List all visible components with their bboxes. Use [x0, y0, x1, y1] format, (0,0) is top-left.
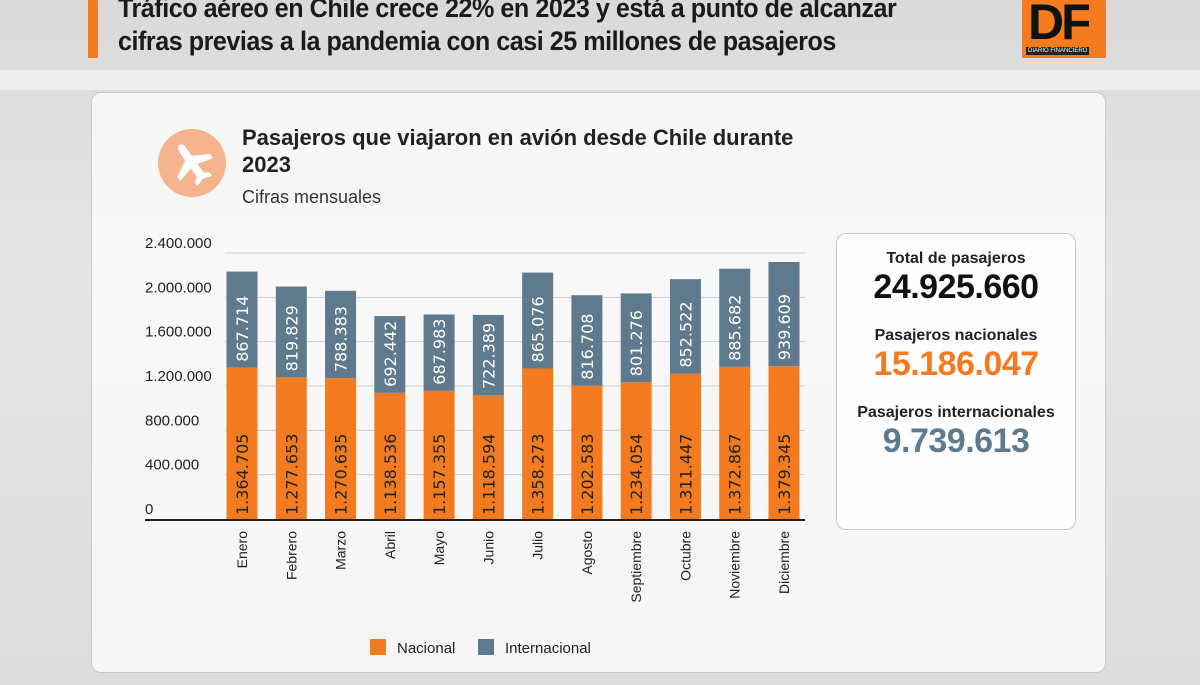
data-label: 1.234.054 [627, 434, 646, 515]
data-label: 867.714 [233, 296, 252, 362]
data-label: 687.983 [430, 319, 449, 385]
bar-nacional [423, 390, 455, 519]
bar-internacional [423, 314, 455, 391]
data-label: 1.277.653 [282, 434, 301, 515]
logo-text: DF [1028, 0, 1089, 44]
data-label: 788.383 [332, 306, 351, 372]
bar-nacional [275, 377, 307, 519]
x-tick-label: Febrero [283, 531, 299, 580]
x-tick-label: Agosto [579, 531, 595, 575]
data-label: 852.522 [676, 301, 695, 367]
data-label: 801.276 [627, 310, 646, 376]
bar-nacional [669, 373, 701, 519]
data-label: 1.311.447 [676, 434, 695, 515]
bar-internacional [522, 272, 554, 369]
legend-swatch [478, 639, 494, 655]
data-label: 1.138.536 [381, 434, 400, 515]
df-logo: DF DIARIO FINANCIERO [1022, 0, 1106, 58]
y-tick-label: 0 [145, 501, 153, 518]
data-label: 722.389 [479, 323, 498, 389]
bar-internacional [768, 261, 800, 367]
internacional-value: 9.739.613 [882, 422, 1030, 460]
data-label: 1.270.635 [332, 434, 351, 515]
data-label: 816.708 [578, 314, 597, 380]
bar-nacional [226, 367, 258, 519]
data-label: 885.682 [726, 295, 745, 361]
y-tick-label: 2.400.000 [145, 235, 212, 252]
y-tick-label: 2.000.000 [145, 279, 212, 296]
data-label: 865.076 [529, 296, 548, 362]
internacional-label: Pasajeros internacionales [857, 404, 1055, 421]
data-label: 1.358.273 [529, 434, 548, 515]
data-label: 1.118.594 [479, 434, 498, 515]
logo-subtext: DIARIO FINANCIERO [1026, 47, 1090, 55]
data-label: 1.364.705 [233, 434, 252, 515]
y-tick-label: 1.600.000 [145, 324, 212, 341]
x-tick-label: Septiembre [628, 531, 644, 603]
y-tick-label: 1.200.000 [145, 368, 212, 385]
nacional-label: Pasajeros nacionales [874, 327, 1038, 344]
background-stripe [0, 70, 1200, 90]
chart-subtitle: Cifras mensuales [242, 187, 382, 207]
bar-nacional [620, 382, 652, 519]
x-tick-label: Marzo [333, 531, 349, 570]
x-tick-label: Octubre [677, 531, 693, 581]
bar-nacional [522, 368, 554, 519]
data-label: 1.202.583 [578, 434, 597, 515]
data-label: 819.829 [282, 305, 301, 371]
bar-internacional [571, 295, 603, 386]
bar-internacional [472, 314, 504, 396]
bar-internacional [620, 293, 652, 383]
y-tick-label: 400.000 [145, 457, 199, 474]
bar-internacional [226, 271, 258, 368]
totals-panel: Total de pasajeros 24.925.660 Pasajeros … [836, 233, 1076, 530]
bar-internacional [275, 286, 307, 378]
data-label: 939.609 [775, 294, 794, 360]
data-label: 1.372.867 [726, 434, 745, 515]
x-tick-label: Enero [234, 531, 250, 569]
total-value: 24.925.660 [873, 268, 1039, 306]
airplane-icon [158, 129, 226, 197]
bar-nacional [325, 378, 357, 519]
x-tick-label: Julio [530, 531, 546, 560]
bar-internacional [374, 316, 406, 393]
headline-accent-bar [88, 0, 98, 58]
x-tick-label: Diciembre [776, 531, 792, 594]
data-label: 692.442 [381, 321, 400, 387]
x-tick-label: Abril [382, 531, 398, 559]
chart-title: Pasajeros que viajaron en avión desde Ch… [242, 125, 794, 177]
legend-label: Nacional [397, 640, 455, 657]
legend-swatch [370, 639, 386, 655]
bar-internacional [325, 290, 357, 379]
x-tick-label: Junio [480, 531, 496, 565]
bar-nacional [768, 366, 800, 519]
y-tick-label: 800.000 [145, 412, 199, 429]
x-tick-label: Noviembre [727, 531, 743, 599]
legend-label: Internacional [505, 640, 591, 657]
bar-nacional [719, 366, 751, 519]
headline: Tráfico aéreo en Chile crece 22% en 2023… [118, 0, 897, 56]
bar-internacional [719, 268, 751, 367]
data-label: 1.157.355 [430, 434, 449, 515]
bar-nacional [571, 385, 603, 519]
bar-internacional [669, 279, 701, 374]
total-label: Total de pasajeros [886, 250, 1026, 267]
nacional-value: 15.186.047 [873, 345, 1039, 383]
bar-nacional [374, 392, 406, 519]
data-label: 1.379.345 [775, 434, 794, 515]
bar-nacional [472, 395, 504, 519]
x-tick-label: Mayo [431, 531, 447, 565]
